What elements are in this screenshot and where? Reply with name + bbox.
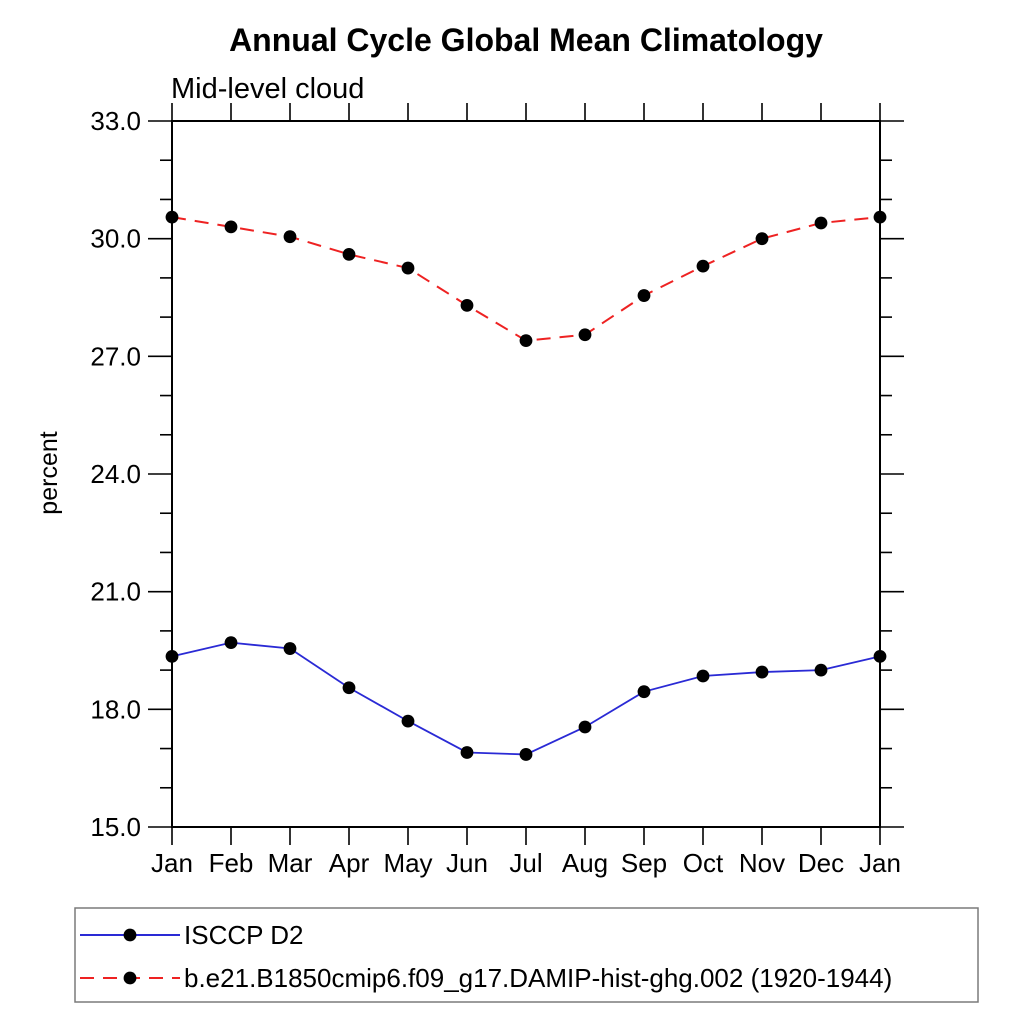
y-axis-label: percent [35, 431, 63, 514]
x-tick-label: Sep [621, 848, 667, 878]
data-point-marker [637, 685, 651, 699]
x-tick-label: Jan [859, 848, 901, 878]
x-tick-label: Apr [329, 848, 370, 878]
y-tick-labels: 15.0 18.0 21.0 24.0 27.0 30.0 33.0 [90, 106, 141, 842]
x-tick-label: Jul [509, 848, 542, 878]
legend-box [74, 907, 979, 1003]
axis-ticks [148, 103, 904, 845]
data-point-marker [283, 230, 297, 244]
data-point-marker [637, 289, 651, 302]
data-point-marker [814, 216, 828, 230]
data-point-marker [283, 642, 297, 655]
data-point-marker [873, 649, 887, 663]
x-tick-label: Nov [739, 848, 785, 878]
data-point-marker [696, 259, 710, 273]
y-tick-label: 15.0 [90, 812, 141, 842]
data-point-marker [224, 636, 238, 650]
legend-label: ISCCP D2 [184, 920, 303, 950]
data-point-marker [519, 334, 533, 348]
plot-frame [171, 120, 881, 828]
data-point-marker [401, 714, 415, 728]
series-line-2 [171, 216, 881, 342]
x-tick-label: Jan [151, 848, 193, 878]
y-tick-label: 24.0 [90, 459, 141, 489]
x-tick-label: May [383, 848, 432, 878]
y-tick-label: 21.0 [90, 577, 141, 607]
data-point-marker [755, 232, 769, 246]
data-point-marker [460, 298, 474, 312]
x-tick-label: Jun [446, 848, 488, 878]
data-point-marker [165, 210, 179, 224]
legend-marker-dot [123, 928, 137, 942]
chart-subtitle: Mid-level cloud [171, 73, 364, 105]
data-point-marker [224, 220, 238, 234]
data-point-marker [696, 669, 710, 683]
chart-title: Annual Cycle Global Mean Climatology [229, 22, 823, 58]
series-line-1 [171, 641, 881, 756]
data-point-marker [873, 210, 887, 224]
data-point-marker [460, 746, 474, 759]
data-point-marker [165, 649, 179, 663]
x-tick-label: Feb [209, 848, 254, 878]
data-point-marker [578, 328, 592, 342]
x-tick-label: Aug [562, 848, 608, 878]
data-point-marker [814, 663, 828, 677]
x-tick-labels: Jan Feb Mar Apr May Jun Jul Aug Sep Oct Nov Dec Jan [151, 848, 901, 878]
data-series [165, 210, 887, 761]
y-tick-label: 33.0 [90, 106, 141, 136]
y-tick-label: 30.0 [90, 224, 141, 254]
legend: ISCCP D2 b.e21.B1850cmip6.f09_g17.DAMIP-h… [74, 907, 979, 1003]
data-point-marker [342, 247, 356, 261]
legend-marker-dot [123, 971, 137, 985]
data-point-marker [755, 665, 769, 679]
x-tick-label: Dec [798, 848, 844, 878]
y-tick-label: 18.0 [90, 694, 141, 724]
data-point-marker [401, 261, 415, 275]
legend-label: b.e21.B1850cmip6.f09_g17.DAMIP-hist-ghg.… [184, 963, 892, 993]
x-tick-label: Oct [683, 848, 724, 878]
data-point-marker [519, 748, 533, 761]
y-tick-label: 27.0 [90, 341, 141, 371]
data-point-marker [342, 681, 356, 695]
data-point-marker [578, 720, 592, 734]
x-tick-label: Mar [268, 848, 313, 878]
